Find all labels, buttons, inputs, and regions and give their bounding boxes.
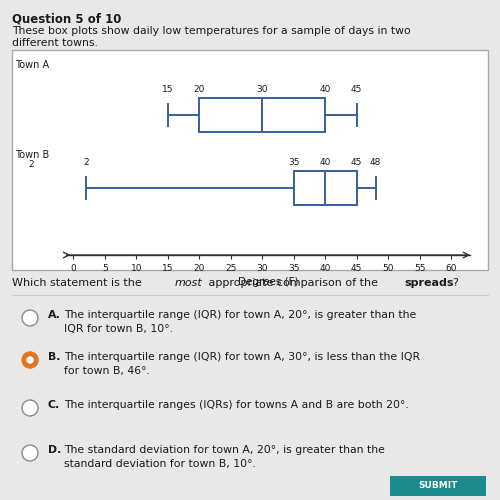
Bar xyxy=(294,171,356,205)
Circle shape xyxy=(22,352,38,368)
Text: 30: 30 xyxy=(256,85,268,94)
Text: 40: 40 xyxy=(320,85,331,94)
Text: 48: 48 xyxy=(370,158,381,167)
Circle shape xyxy=(22,310,38,326)
Bar xyxy=(199,98,325,132)
Text: 45: 45 xyxy=(351,158,362,167)
Text: 35: 35 xyxy=(288,158,300,167)
Text: 2: 2 xyxy=(28,160,34,169)
Text: Question 5 of 10: Question 5 of 10 xyxy=(12,12,122,25)
FancyBboxPatch shape xyxy=(12,50,488,270)
Circle shape xyxy=(22,400,38,416)
Text: appropriate comparison of the: appropriate comparison of the xyxy=(205,278,382,288)
Text: ?: ? xyxy=(452,278,458,288)
Text: spreads: spreads xyxy=(404,278,454,288)
Text: The interquartile range (IQR) for town A, 30°, is less than the IQR: The interquartile range (IQR) for town A… xyxy=(64,352,420,362)
X-axis label: Degrees (F): Degrees (F) xyxy=(238,277,299,287)
Text: Town A: Town A xyxy=(15,60,49,70)
Text: standard deviation for town B, 10°.: standard deviation for town B, 10°. xyxy=(64,459,256,469)
Circle shape xyxy=(27,357,33,363)
Text: Which statement is the: Which statement is the xyxy=(12,278,145,288)
Text: IQR for town B, 10°.: IQR for town B, 10°. xyxy=(64,324,173,334)
Text: The standard deviation for town A, 20°, is greater than the: The standard deviation for town A, 20°, … xyxy=(64,445,385,455)
Text: 15: 15 xyxy=(162,85,173,94)
Text: These box plots show daily low temperatures for a sample of days in two: These box plots show daily low temperatu… xyxy=(12,26,411,36)
Text: SUBMIT: SUBMIT xyxy=(418,482,458,490)
Text: 20: 20 xyxy=(194,85,205,94)
Text: 45: 45 xyxy=(351,85,362,94)
Text: A.: A. xyxy=(48,310,61,320)
Text: for town B, 46°.: for town B, 46°. xyxy=(64,366,150,376)
Text: B.: B. xyxy=(48,352,60,362)
Text: C.: C. xyxy=(48,400,60,410)
Text: different towns.: different towns. xyxy=(12,38,98,48)
Text: most: most xyxy=(175,278,203,288)
Text: 40: 40 xyxy=(320,158,331,167)
Circle shape xyxy=(22,445,38,461)
FancyBboxPatch shape xyxy=(390,476,486,496)
Text: Town B: Town B xyxy=(15,150,49,160)
Text: 2: 2 xyxy=(83,158,88,167)
Text: The interquartile ranges (IQRs) for towns A and B are both 20°.: The interquartile ranges (IQRs) for town… xyxy=(64,400,409,410)
Text: The interquartile range (IQR) for town A, 20°, is greater than the: The interquartile range (IQR) for town A… xyxy=(64,310,416,320)
Text: D.: D. xyxy=(48,445,62,455)
